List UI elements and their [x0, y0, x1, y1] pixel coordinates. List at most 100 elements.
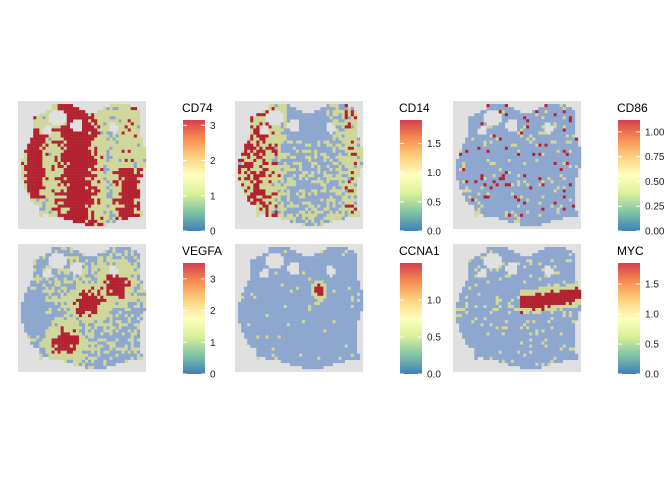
spot [30, 174, 34, 178]
spot [115, 192, 119, 196]
spot [127, 192, 131, 196]
spot [456, 177, 460, 181]
spot [91, 326, 95, 330]
spot [292, 165, 297, 169]
spot [565, 183, 570, 187]
spot [133, 198, 138, 202]
spot [556, 140, 560, 144]
spot [54, 283, 58, 287]
spot [72, 195, 77, 199]
spot [483, 168, 487, 172]
spot [78, 204, 83, 208]
spot [335, 104, 339, 108]
spot [323, 119, 327, 123]
spot [69, 253, 74, 257]
spot [550, 116, 554, 120]
spot [280, 192, 284, 196]
spot [468, 161, 472, 166]
spot [471, 186, 475, 190]
spot [72, 149, 77, 154]
spot [63, 189, 67, 193]
spot [51, 152, 55, 157]
spot [57, 128, 61, 132]
spot [27, 308, 31, 312]
spot [480, 183, 484, 187]
spot [78, 171, 83, 175]
spot [311, 204, 315, 208]
spot [115, 304, 119, 309]
spot [259, 149, 263, 154]
spot [501, 204, 506, 208]
spot [51, 149, 55, 154]
spot [526, 168, 530, 172]
spot [474, 186, 478, 190]
spot [60, 295, 64, 300]
spot [48, 314, 52, 318]
spot [565, 140, 570, 144]
spot [486, 183, 490, 187]
spot [520, 195, 524, 199]
spot [544, 149, 548, 154]
spot [344, 168, 348, 172]
spot [513, 174, 518, 178]
spot [526, 216, 530, 221]
spot [124, 247, 128, 251]
spot [292, 158, 297, 163]
spot [538, 128, 542, 132]
spot [286, 180, 291, 184]
spot [471, 189, 475, 193]
spot [523, 113, 527, 117]
spot [571, 116, 576, 120]
spot [256, 116, 260, 120]
spot [544, 186, 548, 190]
spot [277, 128, 281, 132]
spot [63, 289, 67, 293]
spot [532, 119, 536, 123]
spot [91, 158, 95, 163]
spot [292, 177, 297, 181]
spot [82, 113, 86, 117]
spot [45, 158, 49, 163]
spot [341, 174, 345, 178]
spot [541, 219, 545, 224]
spot [498, 152, 502, 157]
spot [51, 177, 55, 181]
spot [112, 186, 116, 190]
spot [51, 332, 55, 336]
spot [456, 165, 460, 169]
spot [526, 149, 530, 154]
spot [247, 165, 251, 169]
spot [568, 134, 573, 138]
spot [88, 195, 92, 199]
spot [45, 143, 49, 147]
spot [323, 213, 327, 218]
spot [517, 137, 521, 141]
spot [513, 186, 518, 190]
spot [91, 140, 95, 144]
spot [115, 201, 119, 205]
spot [547, 165, 551, 169]
spot [60, 268, 64, 272]
spot [529, 171, 533, 175]
spot [247, 177, 251, 181]
spot [289, 155, 294, 160]
spot [42, 149, 46, 154]
spot [42, 158, 46, 163]
spot [54, 317, 58, 321]
spot [100, 131, 104, 135]
spot [124, 192, 128, 196]
spot [541, 143, 545, 147]
spot [82, 152, 86, 157]
spot [133, 116, 138, 120]
spot [471, 134, 475, 138]
spot [465, 171, 469, 175]
spot [520, 165, 524, 169]
spot [33, 308, 37, 312]
spot [529, 180, 533, 184]
spot [121, 146, 125, 150]
spot [63, 158, 67, 163]
spot [535, 155, 539, 160]
spot [33, 165, 37, 169]
spot [30, 304, 34, 309]
spot [54, 247, 58, 251]
